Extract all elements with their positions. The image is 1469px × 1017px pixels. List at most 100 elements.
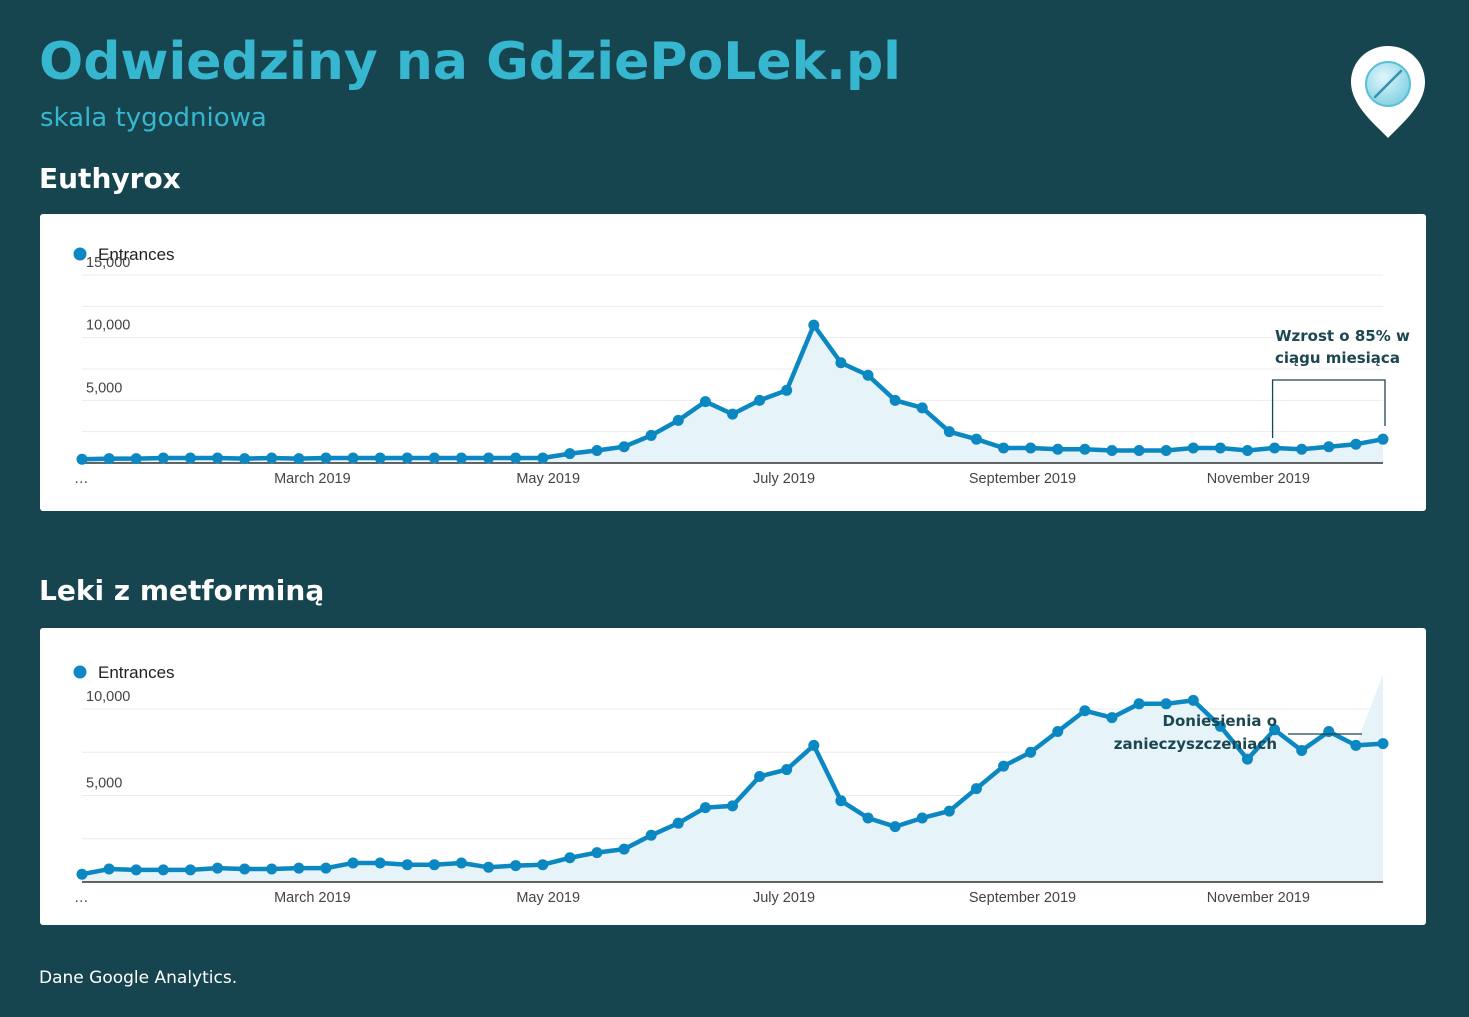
data-point <box>483 452 495 464</box>
annotation-text: zanieczyszczeniach <box>1114 735 1277 753</box>
data-point <box>1133 444 1145 456</box>
data-point <box>347 857 359 869</box>
data-point <box>537 859 549 871</box>
data-point <box>1377 738 1389 750</box>
x-tick-label: September 2019 <box>969 471 1076 487</box>
data-point <box>916 812 928 824</box>
data-point <box>970 433 982 445</box>
legend-marker-icon <box>73 247 87 261</box>
data-point <box>347 452 359 464</box>
data-point <box>591 847 603 859</box>
data-point <box>916 402 928 414</box>
data-point <box>889 394 901 406</box>
data-point <box>1160 444 1172 456</box>
data-point <box>293 453 305 465</box>
data-point <box>401 452 413 464</box>
legend-marker-icon <box>73 665 87 679</box>
annotation-bracket <box>1271 379 1386 438</box>
data-point <box>862 369 874 381</box>
x-tick-label: September 2019 <box>969 890 1076 906</box>
data-point <box>510 452 522 464</box>
data-point <box>76 453 88 465</box>
data-point <box>1025 442 1037 454</box>
data-point <box>943 805 955 817</box>
data-point <box>1377 433 1389 445</box>
x-tick-label: May 2019 <box>516 471 580 487</box>
data-point <box>266 452 278 464</box>
x-tick-label: March 2019 <box>274 471 351 487</box>
data-point <box>1241 753 1253 765</box>
y-tick-label: 15,000 <box>86 255 130 271</box>
data-point <box>103 863 115 875</box>
data-point <box>835 795 847 807</box>
data-point <box>699 396 711 408</box>
data-point <box>781 764 793 776</box>
data-point <box>1106 712 1118 724</box>
x-tick-label: March 2019 <box>274 890 351 906</box>
data-point <box>130 453 142 465</box>
data-point <box>672 817 684 829</box>
y-tick-label: 5,000 <box>86 380 122 396</box>
pill-pin-logo <box>1349 44 1427 140</box>
data-point <box>537 452 549 464</box>
data-point <box>1187 442 1199 454</box>
data-point <box>1350 739 1362 751</box>
data-point <box>239 863 251 875</box>
x-tick-label: … <box>74 890 89 906</box>
data-source-note: Dane Google Analytics. <box>39 968 238 988</box>
data-point <box>1214 442 1226 454</box>
metformin-title: Leki z metforminą <box>39 574 325 607</box>
euthyrox-chart: Entrances 5,000 10,000 15,000 … March 2019 May… <box>73 245 1410 487</box>
data-point <box>943 426 955 438</box>
series-area <box>82 674 1383 882</box>
data-point <box>103 453 115 465</box>
data-point <box>1241 444 1253 456</box>
data-point <box>455 857 467 869</box>
data-point <box>618 843 630 855</box>
data-point <box>76 868 88 880</box>
data-point <box>889 821 901 833</box>
data-point <box>699 802 711 814</box>
data-point <box>1079 705 1091 717</box>
annotation-text: Doniesienia o <box>1163 712 1277 730</box>
series-area <box>82 325 1383 463</box>
x-tick-label: July 2019 <box>753 890 815 906</box>
x-tick-label: November 2019 <box>1207 890 1310 906</box>
data-point <box>862 812 874 824</box>
data-point <box>184 452 196 464</box>
data-point <box>618 441 630 453</box>
x-tick-label: July 2019 <box>753 471 815 487</box>
data-point <box>320 862 332 874</box>
data-point <box>1160 698 1172 710</box>
data-point <box>645 829 657 841</box>
euthyrox-chart-card: Entrances 5,000 10,000 15,000 … March 2019 May… <box>40 214 1426 511</box>
data-point <box>1323 725 1335 737</box>
y-tick-label: 5,000 <box>86 776 122 792</box>
metformin-chart: Entrances 5,000 10,000 … March 2019 May 2019 J… <box>73 663 1389 906</box>
data-point <box>428 859 440 871</box>
data-point <box>645 429 657 441</box>
annotation-text: ciągu miesiąca <box>1275 349 1400 367</box>
data-point <box>998 442 1010 454</box>
data-point <box>455 452 467 464</box>
y-tick-label: 10,000 <box>86 689 130 705</box>
data-point <box>808 319 820 331</box>
data-point <box>1133 698 1145 710</box>
data-point <box>130 864 142 876</box>
data-point <box>184 864 196 876</box>
data-point <box>1052 443 1064 455</box>
data-point <box>754 770 766 782</box>
data-point <box>374 857 386 869</box>
y-tick-label: 10,000 <box>86 318 130 334</box>
data-point <box>1052 725 1064 737</box>
euthyrox-title: Euthyrox <box>39 162 181 195</box>
page-subtitle: skala tygodniowa <box>40 103 267 133</box>
data-point <box>320 452 332 464</box>
data-point <box>1323 441 1335 453</box>
legend-label: Entrances <box>98 245 175 264</box>
data-point <box>835 357 847 369</box>
data-point <box>970 783 982 795</box>
data-point <box>1214 720 1226 732</box>
data-point <box>374 452 386 464</box>
metformin-chart-card: Entrances 5,000 10,000 … March 2019 May 2019 J… <box>40 628 1426 925</box>
